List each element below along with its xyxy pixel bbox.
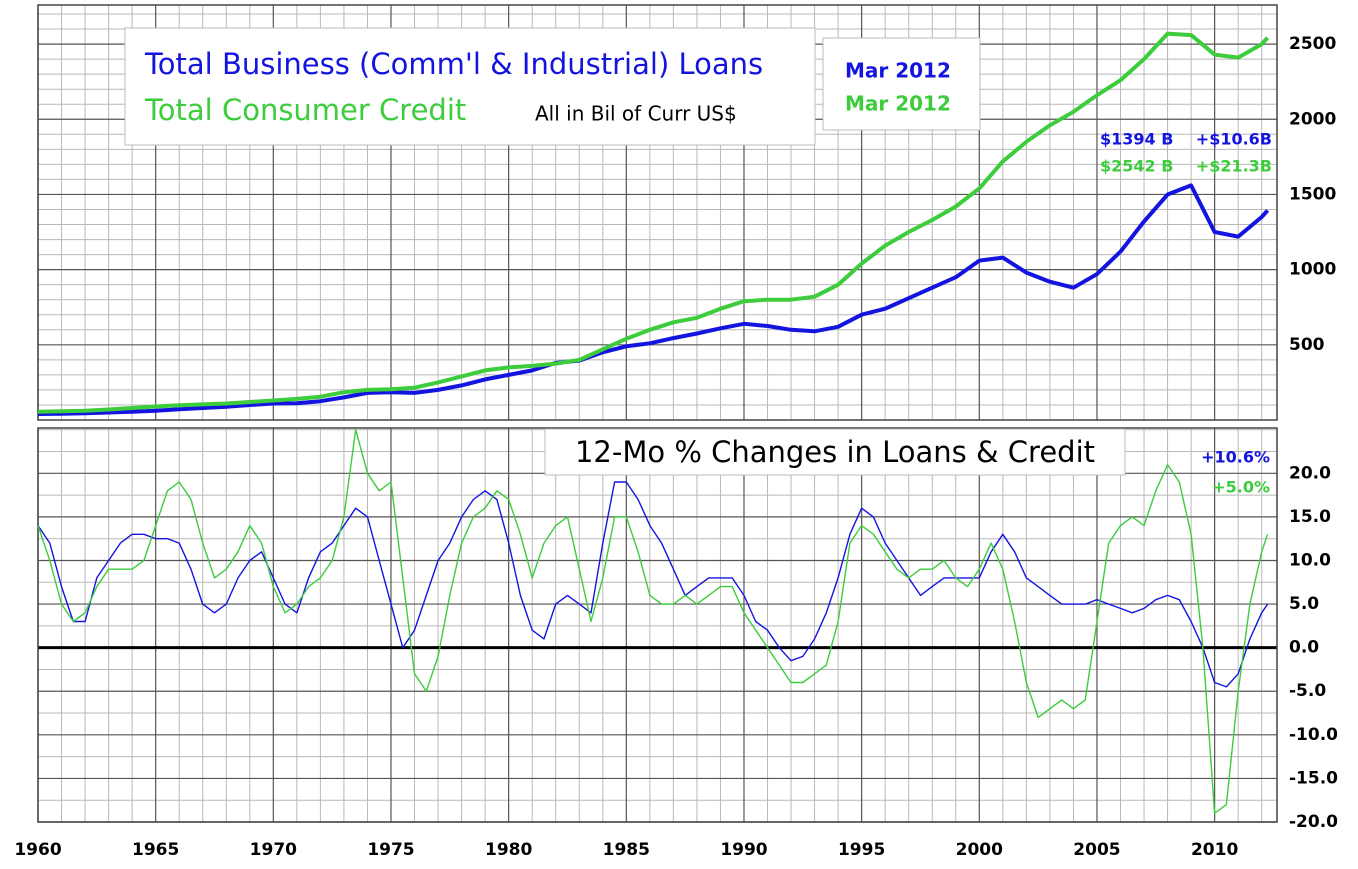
x-tick-label: 1985 <box>603 840 650 860</box>
x-tick-label: 2005 <box>1073 840 1120 860</box>
date-label: Mar 2012 <box>845 59 951 83</box>
date-label: Mar 2012 <box>845 92 951 116</box>
y-tick-label: 500 <box>1289 335 1325 355</box>
x-tick-label: 1995 <box>838 840 885 860</box>
y-tick-label: 20.0 <box>1289 463 1331 483</box>
latest-label: +$10.6B <box>1196 130 1272 149</box>
x-tick-label: 1960 <box>14 840 61 860</box>
y-tick-label: 1500 <box>1289 184 1336 204</box>
date-box <box>822 37 981 131</box>
title-box <box>544 428 1126 476</box>
y-tick-label: 15.0 <box>1289 507 1331 527</box>
x-tick-label: 1990 <box>720 840 767 860</box>
plot-frame <box>37 427 1278 823</box>
y-tick-label: 5.0 <box>1289 594 1319 614</box>
series-line <box>37 481 1269 688</box>
plot-area <box>38 428 1277 822</box>
note: All in Bil of Curr US$ <box>535 102 737 126</box>
y-tick-label: -20.0 <box>1289 812 1338 832</box>
labels: Total Business (Comm'l & Industrial) Loa… <box>14 27 1338 860</box>
y-tick-label: -5.0 <box>1289 681 1326 701</box>
y-tick-label: 1000 <box>1289 260 1336 280</box>
x-tick-label: 1980 <box>485 840 532 860</box>
y-tick-label: 2500 <box>1289 34 1336 54</box>
x-tick-label: 2010 <box>1191 840 1238 860</box>
series-line <box>37 31 1270 414</box>
y-tick-label: 2000 <box>1289 109 1336 129</box>
legend-entry: Total Business (Comm'l & Industrial) Loa… <box>144 47 763 81</box>
legend-entry: Total Consumer Credit <box>144 93 466 127</box>
y-tick-label: -10.0 <box>1289 725 1338 745</box>
latest-label: $1394 B <box>1100 130 1173 149</box>
latest-label: $2542 B <box>1100 157 1173 176</box>
x-tick-label: 1965 <box>132 840 179 860</box>
latest-label: +5.0% <box>1212 478 1270 497</box>
x-tick-label: 1970 <box>250 840 297 860</box>
plot-frame <box>37 4 1278 421</box>
series-line <box>37 429 1269 814</box>
y-tick-label: 10.0 <box>1289 550 1331 570</box>
series-line <box>37 183 1270 416</box>
x-tick-label: 1975 <box>367 840 414 860</box>
lines <box>37 31 1270 814</box>
x-tick-label: 2000 <box>956 840 1003 860</box>
latest-label: +10.6% <box>1201 448 1270 467</box>
y-tick-label: 0.0 <box>1289 638 1319 658</box>
latest-label: +$21.3B <box>1196 157 1272 176</box>
chart-title: 12-Mo % Changes in Loans & Credit <box>575 435 1095 469</box>
y-tick-label: -15.0 <box>1289 768 1338 788</box>
legend-box <box>124 27 816 146</box>
